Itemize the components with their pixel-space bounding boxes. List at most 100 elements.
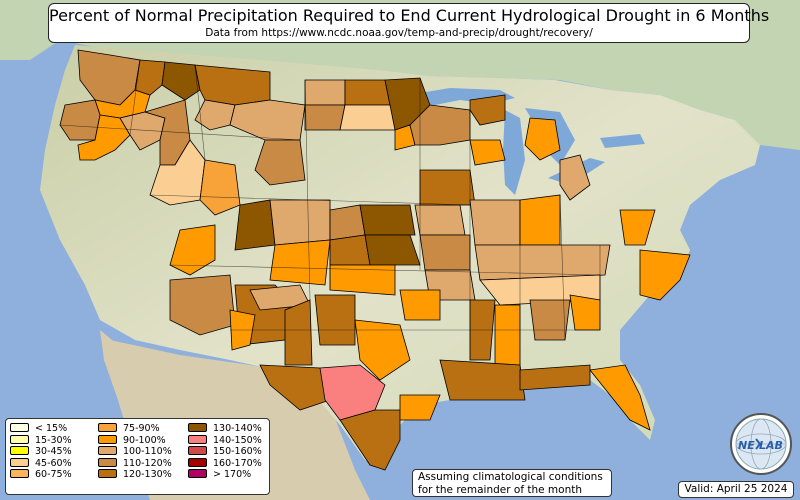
legend-swatch (188, 446, 207, 456)
lake-michigan (503, 110, 525, 195)
legend-label: < 15% (35, 423, 68, 434)
region (569, 294, 601, 331)
legend-swatch (98, 434, 117, 444)
legend-swatch (98, 457, 117, 467)
state-borders (59, 59, 601, 380)
legend-label: 30-45% (35, 446, 72, 458)
region (519, 364, 591, 391)
legend-swatch (188, 469, 207, 479)
title-box: Percent of Normal Precipitation Required… (48, 3, 770, 43)
legend-label: 75-90% (123, 423, 160, 434)
region (254, 139, 306, 186)
region (474, 244, 611, 281)
legend-item: 90-100% (98, 434, 172, 447)
legend-swatch (98, 423, 117, 432)
region (364, 234, 421, 266)
legend-label: > 170% (213, 469, 252, 481)
region (269, 239, 331, 286)
assumption-note: Assuming climatological conditions for t… (412, 469, 612, 497)
region (354, 319, 411, 381)
legend-swatch (10, 446, 29, 456)
region (469, 139, 506, 166)
region (619, 209, 656, 246)
region (344, 79, 391, 106)
region (234, 199, 276, 251)
legend-swatch (10, 469, 29, 479)
region (259, 364, 331, 411)
region (524, 117, 561, 161)
region (304, 104, 346, 131)
legend-column-3: 130-140% 140-150% 150-160% 160-170% > 170% (188, 423, 262, 481)
region (169, 224, 216, 276)
legend-label: 150-160% (213, 446, 262, 458)
region (169, 274, 236, 336)
logo-text-right: LAB (759, 439, 783, 452)
region (199, 159, 241, 216)
legend-item: 30-45% (10, 446, 72, 458)
legend-swatch (98, 469, 117, 479)
legend-item: 130-140% (188, 423, 262, 435)
region (284, 299, 313, 366)
drought-regions (59, 49, 691, 471)
region (269, 199, 331, 246)
legend-label: 160-170% (213, 457, 262, 469)
legend-item: 15-30% (10, 434, 72, 447)
region (134, 59, 166, 96)
legend: < 15% 15-30% 30-45% 45-60% 60-75% 75-90% 90-1… (5, 418, 270, 495)
region (469, 94, 506, 126)
legend-item: 150-160% (188, 446, 262, 458)
legend-swatch (10, 423, 29, 432)
logo-text-left: NE (738, 439, 755, 452)
region (399, 394, 441, 421)
region (359, 204, 416, 236)
legend-item: 100-110% (98, 446, 172, 458)
region (559, 154, 591, 201)
region (329, 234, 371, 266)
region (414, 204, 466, 236)
region (314, 294, 356, 346)
region (419, 234, 471, 271)
region (589, 364, 651, 431)
region (469, 199, 521, 246)
region (161, 61, 201, 101)
legend-label: 140-150% (213, 434, 262, 446)
map-subtitle: Data from https://www.ncdc.noaa.gov/temp… (205, 27, 593, 39)
legend-label: 100-110% (123, 446, 172, 458)
region (519, 194, 561, 246)
legend-label: 130-140% (213, 423, 262, 434)
region (639, 249, 691, 301)
legend-swatch (188, 457, 207, 467)
region (339, 409, 401, 471)
region (304, 79, 346, 106)
nexlab-logo-icon: NE LAB (730, 413, 792, 475)
region (194, 64, 271, 106)
legend-swatch (10, 457, 29, 467)
valid-date: Valid: April 25 2024 (678, 481, 794, 498)
legend-item: 160-170% (188, 457, 262, 470)
legend-item: 75-90% (98, 423, 172, 435)
region (194, 99, 236, 131)
legend-label: 90-100% (123, 434, 166, 446)
legend-item: 110-120% (98, 457, 172, 470)
legend-item: 60-75% (10, 469, 72, 481)
legend-column-2: 75-90% 90-100% 100-110% 110-120% 120-130% (98, 423, 172, 481)
region (329, 204, 366, 241)
map-title: Percent of Normal Precipitation Required… (49, 6, 770, 25)
region (59, 99, 101, 141)
legend-label: 45-60% (35, 457, 72, 469)
region (399, 289, 441, 321)
region (339, 104, 396, 131)
legend-swatch (188, 434, 207, 444)
legend-item: > 170% (188, 469, 262, 481)
legend-swatch (188, 423, 207, 432)
legend-item: 140-150% (188, 434, 262, 447)
legend-item: 45-60% (10, 457, 72, 470)
legend-label: 110-120% (123, 457, 172, 469)
lake-ontario (600, 134, 645, 148)
legend-swatch (10, 434, 29, 444)
legend-column-1: < 15% 15-30% 30-45% 45-60% 60-75% (10, 423, 72, 481)
region (419, 169, 476, 206)
legend-label: 60-75% (35, 469, 72, 481)
legend-label: 120-130% (123, 469, 172, 481)
